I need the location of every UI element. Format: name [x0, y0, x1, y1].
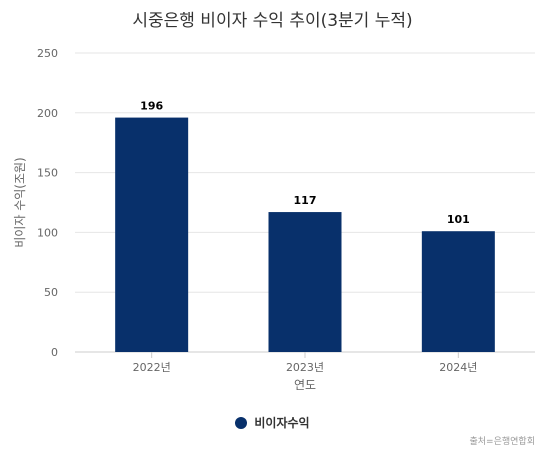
y-tick-label: 150 — [37, 167, 58, 180]
chart-title: 시중은행 비이자 수익 추이(3분기 누적) — [132, 11, 413, 31]
data-label: 117 — [294, 194, 317, 207]
bars — [115, 117, 495, 352]
y-tick-label: 200 — [37, 107, 58, 120]
bar[interactable] — [421, 231, 495, 352]
legend[interactable]: 비이자수익 — [0, 414, 545, 431]
bar[interactable] — [115, 117, 189, 352]
y-tick-label: 0 — [51, 346, 58, 359]
y-tick-label: 100 — [37, 226, 58, 239]
x-tick-label: 2022년 — [133, 361, 171, 374]
bar[interactable] — [268, 212, 342, 352]
x-axis-ticks: 2022년 2023년 2024년 — [133, 352, 477, 374]
source-credit: 출처=은행연합회 — [469, 437, 535, 447]
y-axis-ticks: 0 50 100 150 200 250 — [37, 47, 58, 359]
x-tick-label: 2024년 — [439, 361, 477, 374]
data-label: 101 — [447, 213, 470, 226]
data-labels: 196 117 101 — [140, 100, 470, 227]
legend-label: 비이자수익 — [254, 416, 310, 430]
x-axis-title: 연도 — [294, 378, 316, 392]
x-tick-label: 2023년 — [286, 361, 324, 374]
legend-swatch — [235, 416, 248, 429]
y-tick-label: 50 — [44, 286, 58, 299]
data-label: 196 — [140, 100, 163, 113]
y-tick-label: 250 — [37, 47, 58, 60]
y-axis-title: 비이자 수익(조원) — [13, 157, 27, 247]
